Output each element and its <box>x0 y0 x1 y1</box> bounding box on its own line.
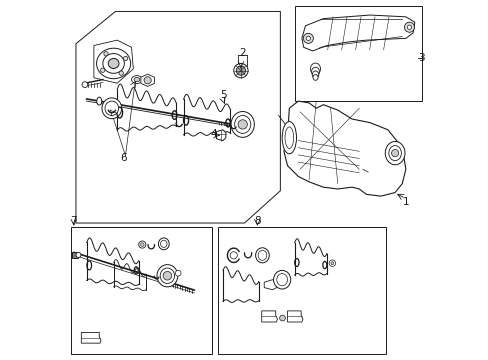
Ellipse shape <box>233 63 247 78</box>
Ellipse shape <box>311 67 319 76</box>
Ellipse shape <box>388 145 401 161</box>
Ellipse shape <box>312 71 318 78</box>
Circle shape <box>238 120 247 129</box>
Ellipse shape <box>276 274 287 286</box>
Ellipse shape <box>96 48 130 79</box>
Circle shape <box>101 68 104 72</box>
Text: 2: 2 <box>239 48 245 58</box>
Polygon shape <box>301 15 414 51</box>
Ellipse shape <box>134 77 140 82</box>
Circle shape <box>303 33 313 43</box>
Polygon shape <box>94 40 133 83</box>
Ellipse shape <box>285 127 293 148</box>
Bar <box>294 6 421 101</box>
Polygon shape <box>141 74 154 86</box>
Bar <box>72 252 78 258</box>
Text: 8: 8 <box>254 216 260 226</box>
Circle shape <box>123 56 127 60</box>
Circle shape <box>305 36 310 41</box>
Polygon shape <box>216 130 225 140</box>
Bar <box>217 226 386 354</box>
Polygon shape <box>287 311 303 322</box>
Ellipse shape <box>105 101 119 116</box>
Ellipse shape <box>258 250 266 260</box>
Text: 6: 6 <box>120 153 126 163</box>
Ellipse shape <box>102 54 124 73</box>
Ellipse shape <box>131 76 142 84</box>
Ellipse shape <box>310 63 320 75</box>
Ellipse shape <box>312 75 317 80</box>
Text: 3: 3 <box>418 53 424 63</box>
Ellipse shape <box>236 66 245 75</box>
Circle shape <box>163 271 171 280</box>
Circle shape <box>279 315 285 321</box>
Ellipse shape <box>282 122 296 154</box>
Ellipse shape <box>97 97 102 105</box>
Circle shape <box>230 252 237 259</box>
Text: 7: 7 <box>70 216 77 226</box>
Circle shape <box>407 25 411 30</box>
Circle shape <box>139 241 145 248</box>
Polygon shape <box>81 332 101 343</box>
Circle shape <box>330 262 333 265</box>
Ellipse shape <box>234 116 250 134</box>
Ellipse shape <box>108 58 119 68</box>
Ellipse shape <box>255 248 269 263</box>
Ellipse shape <box>230 112 254 137</box>
Circle shape <box>119 71 123 75</box>
Text: 5: 5 <box>220 90 226 100</box>
Ellipse shape <box>160 240 167 247</box>
Circle shape <box>76 252 81 257</box>
Text: 1: 1 <box>402 197 408 207</box>
Polygon shape <box>284 101 405 196</box>
Polygon shape <box>264 280 276 290</box>
Circle shape <box>144 77 151 84</box>
Ellipse shape <box>157 265 178 287</box>
Ellipse shape <box>160 268 174 283</box>
Ellipse shape <box>158 238 169 250</box>
Text: 4: 4 <box>210 129 217 139</box>
Polygon shape <box>76 12 280 223</box>
Circle shape <box>103 51 108 56</box>
Bar <box>70 226 212 354</box>
Circle shape <box>391 149 398 157</box>
Circle shape <box>82 82 88 87</box>
Circle shape <box>328 260 335 266</box>
Ellipse shape <box>273 270 290 289</box>
Ellipse shape <box>102 98 122 119</box>
Circle shape <box>140 243 144 246</box>
Ellipse shape <box>385 141 404 165</box>
Polygon shape <box>261 311 277 322</box>
Circle shape <box>175 270 181 276</box>
Circle shape <box>404 22 414 32</box>
